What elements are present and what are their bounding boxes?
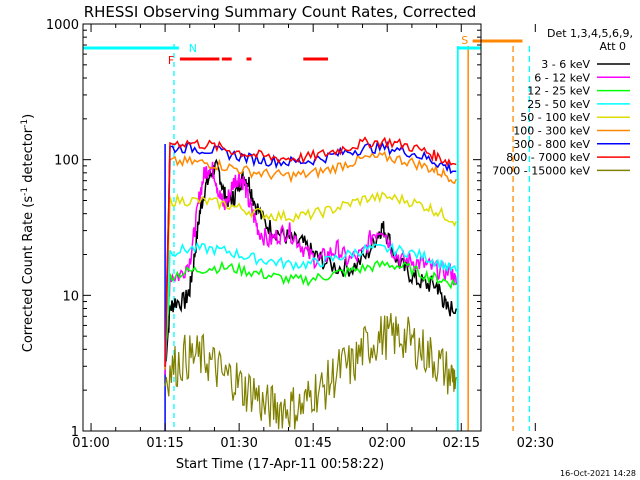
x-tick-label: 01:15: [146, 436, 183, 451]
x-tick-label: 02:30: [517, 436, 554, 451]
y-tick-label: 1: [71, 425, 79, 440]
chart-title: RHESSI Observing Summary Count Rates, Co…: [84, 3, 477, 21]
x-tick-label: 01:30: [220, 436, 257, 451]
series-line: [164, 136, 457, 367]
legend-label: 100 - 300 keV: [513, 125, 590, 138]
y-tick-label: 1000: [46, 18, 79, 33]
legend-title: Det 1,3,4,5,6,9,: [547, 27, 633, 40]
y-axis: 1 10 100 1000: [46, 18, 481, 440]
x-tick-label: 02:00: [368, 436, 405, 451]
y-axis-label: Corrected Count Rate (s-1 detector-1): [20, 114, 36, 352]
legend-label: 3 - 6 keV: [541, 58, 590, 71]
flag-label-s: S: [461, 34, 468, 47]
plot-frame: [82, 23, 482, 432]
series-line: [164, 313, 457, 430]
legend-label: 25 - 50 keV: [527, 98, 590, 111]
legend-label: 50 - 100 keV: [520, 111, 590, 124]
legend-label: 6 - 12 keV: [534, 71, 590, 84]
plot-area: [164, 44, 531, 431]
x-tick-label: 01:45: [294, 436, 331, 451]
attenuator-bars: N F S: [83, 34, 523, 67]
legend-label: 800 - 7000 keV: [506, 151, 590, 164]
series-line: [164, 161, 458, 375]
flag-label-f: F: [168, 54, 174, 67]
flag-label-n: N: [189, 42, 197, 55]
date-stamp: 16-Oct-2021 14:28: [560, 469, 636, 478]
series-layer: [164, 136, 458, 430]
x-axis: 01:00 01:15 01:30 01:45 02:00 02:15 02:30: [72, 24, 554, 451]
legend-label: 12 - 25 keV: [527, 85, 590, 98]
legend-att: Att 0: [600, 40, 626, 53]
legend-label: 300 - 800 keV: [513, 138, 590, 151]
legend-label: 7000 - 15000 keV: [492, 164, 590, 177]
series-line: [164, 140, 457, 362]
x-tick-label: 01:00: [72, 436, 109, 451]
series-line: [164, 150, 457, 370]
y-tick-label: 10: [62, 289, 79, 304]
series-line: [164, 259, 457, 367]
series-line: [164, 241, 458, 370]
x-axis-label: Start Time (17-Apr-11 00:58:22): [176, 457, 384, 472]
series-line: [164, 190, 457, 366]
x-tick-label: 02:15: [443, 436, 480, 451]
y-tick-label: 100: [54, 154, 79, 169]
